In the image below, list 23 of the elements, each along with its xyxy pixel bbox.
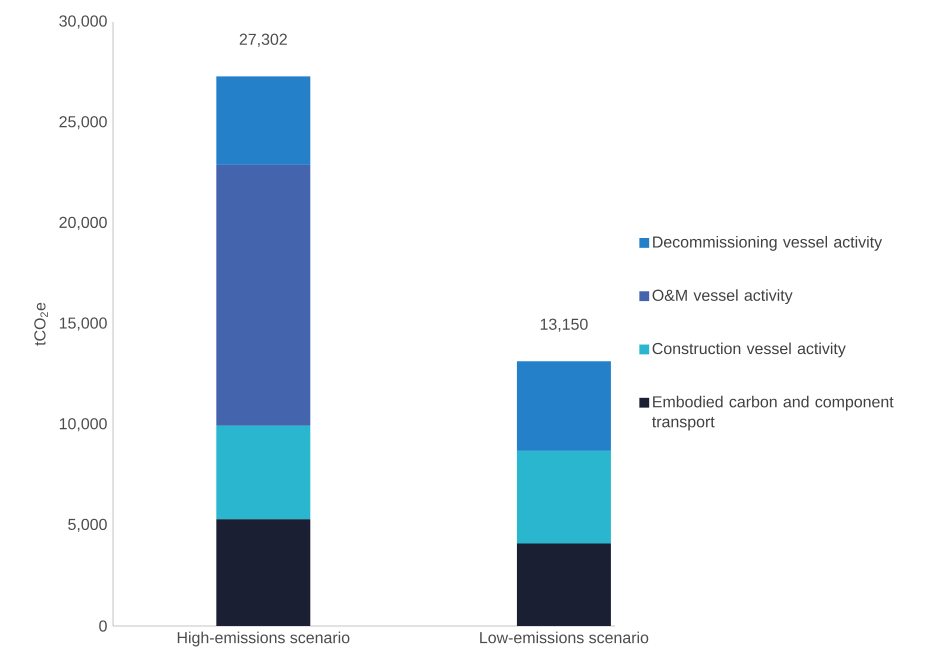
total-label: 13,150: [540, 318, 588, 332]
y-axis-title: tCO$_{2}$e: [34, 302, 48, 346]
bar: [516, 450, 611, 544]
bar: [516, 361, 611, 451]
bar: [516, 543, 611, 626]
x-tick-label: High-emissions scenario: [178, 632, 350, 646]
total-label: 27,302: [240, 34, 287, 47]
bar: [216, 76, 310, 165]
bar: [216, 164, 310, 426]
legend-label: Embodied carbon and component transport: [652, 396, 894, 431]
legend-label: Construction vessel activity: [652, 342, 846, 358]
legend-label: O&M vessel activity: [652, 289, 793, 304]
y-tick-label: 20,000: [59, 216, 107, 230]
bar: [216, 519, 310, 626]
y-tick-label: 25,000: [59, 116, 107, 130]
legend-label: Decommissioning vessel activity: [653, 236, 882, 251]
y-tick-label: 5,000: [68, 518, 107, 532]
x-tick-label: Low-emissions scenario: [480, 632, 648, 644]
y-tick-label: 10,000: [60, 418, 107, 432]
y-tick-label: 15,000: [60, 317, 107, 331]
y-tick-label: 30,000: [59, 15, 107, 29]
y-tick-label: 0: [99, 620, 107, 632]
bar: [216, 426, 310, 520]
